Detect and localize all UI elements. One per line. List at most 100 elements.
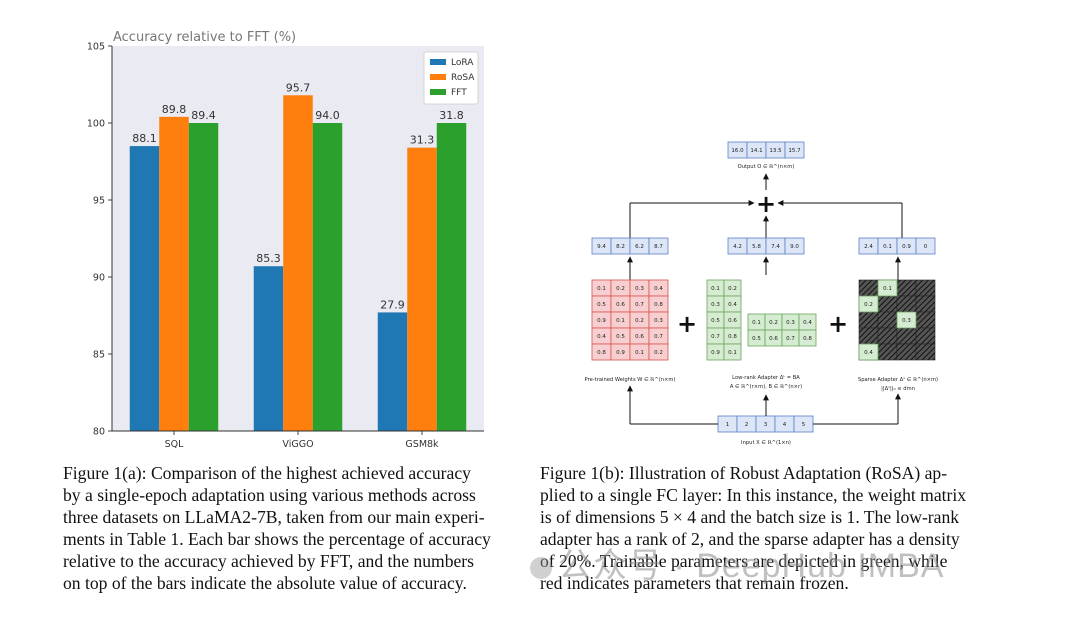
lowrank-b-cell <box>798 329 817 347</box>
x-tick-label: SQL <box>165 439 185 448</box>
bar-value-label: 89.8 <box>162 103 187 116</box>
lowrank-result-value: 9.0 <box>790 244 799 250</box>
sparse-zero-cell <box>915 327 936 345</box>
sparse-result-value: 0.9 <box>902 244 911 250</box>
sparse-zero-cell <box>858 327 879 345</box>
pretrained-result-value: 8.7 <box>654 244 663 250</box>
lowrank-a-value: 0.6 <box>728 318 737 324</box>
lowrank-result-value: 7.4 <box>771 244 780 250</box>
y-tick-label: 100 <box>87 119 105 130</box>
sparse-density-label: ||Δˢ||₀ ≤ dmn <box>881 386 915 392</box>
lowrank-b-value: 0.1 <box>752 320 761 326</box>
caption-line: on top of the bars indicate the absolute… <box>63 573 467 593</box>
input-value: 5 <box>802 422 806 428</box>
sparse-zero-cell <box>877 311 898 329</box>
pretrained-weight-value: 0.1 <box>597 286 606 292</box>
lowrank-a-value: 0.1 <box>728 350 737 356</box>
bar-value-label: 89.4 <box>191 109 216 122</box>
lowrank-a-value: 0.1 <box>711 286 720 292</box>
pretrained-weight-value: 0.3 <box>654 318 663 324</box>
pretrained-weight-value: 0.2 <box>616 286 625 292</box>
lowrank-b-value: 0.6 <box>769 336 778 342</box>
pretrained-weight-value: 0.9 <box>616 350 625 356</box>
caption-line: is of dimensions 5 × 4 and the batch siz… <box>540 507 960 527</box>
x-tick-label: GSM8k <box>405 439 439 448</box>
pretrained-weight-value: 0.8 <box>597 350 606 356</box>
sparse-zero-cell <box>915 343 936 361</box>
output-value: 16.0 <box>731 148 744 154</box>
lowrank-b-value: 0.5 <box>752 336 761 342</box>
pretrained-weight-value: 0.9 <box>597 318 606 324</box>
lowrank-b-value: 0.7 <box>786 336 795 342</box>
bar-rosa <box>407 147 437 431</box>
lowrank-result-value: 5.8 <box>752 244 761 250</box>
sparse-zero-cell <box>896 327 917 345</box>
accuracy-bar-chart: Accuracy relative to FFT (%) 80 85 90 95 100 1… <box>87 30 484 448</box>
plus-sign: + <box>828 310 848 338</box>
output-cell <box>784 141 805 159</box>
sparse-zero-cell <box>915 279 936 297</box>
pretrained-weight-value: 0.1 <box>635 350 644 356</box>
bar-fft <box>436 123 467 431</box>
sparse-value: 0.3 <box>902 318 911 324</box>
lowrank-result-cell <box>784 237 805 255</box>
bar-value-label: 94.0 <box>315 109 340 122</box>
sparse-zero-cell <box>877 343 898 361</box>
bar-value-label: 88.1 <box>132 132 157 145</box>
pretrained-result-cell <box>648 237 669 255</box>
sparse-label: Sparse Adapter Δˢ ∈ ℝ^(n×m) <box>858 377 938 383</box>
caption-line: Figure 1(b): Illustration of Robust Adap… <box>540 463 948 483</box>
pretrained-result-value: 6.2 <box>635 244 644 250</box>
output-label: Output O ∈ ℝ^(n×m) <box>738 164 795 170</box>
pretrained-weight-value: 0.7 <box>654 334 663 340</box>
bar-fft <box>188 123 219 431</box>
input-value: 3 <box>764 422 768 428</box>
bar-fft <box>312 123 343 431</box>
pretrained-weight-value: 0.7 <box>635 302 644 308</box>
sparse-zero-cell <box>877 295 898 313</box>
plus-sign: + <box>677 310 697 338</box>
legend-label: RoSA <box>451 73 475 83</box>
sparse-zero-cell <box>877 327 898 345</box>
y-tick-label: 90 <box>93 273 105 284</box>
pretrained-weight-value: 0.2 <box>654 350 663 356</box>
y-tick-label: 95 <box>93 196 105 207</box>
input-value: 2 <box>745 422 749 428</box>
output-value: 15.7 <box>788 148 801 154</box>
lowrank-a-value: 0.8 <box>728 334 737 340</box>
watermark: 公众号 · DeepHub IMBA <box>530 538 944 587</box>
lowrank-a-value: 0.3 <box>711 302 720 308</box>
y-tick-label: 85 <box>93 350 105 361</box>
pretrained-weight-value: 0.8 <box>654 302 663 308</box>
legend-swatch <box>430 89 446 95</box>
sparse-zero-cell <box>915 311 936 329</box>
pretrained-weight-value: 0.4 <box>597 334 606 340</box>
lowrank-a-value: 0.4 <box>728 302 737 308</box>
sparse-cell <box>877 279 898 297</box>
caption-line: ments in Table 1. Each bar shows the per… <box>63 529 491 549</box>
bar-value-label: 27.9 <box>380 298 405 311</box>
lowrank-b-value: 0.2 <box>769 320 778 326</box>
sparse-zero-cell <box>896 279 917 297</box>
pretrained-weight-value: 0.6 <box>635 334 644 340</box>
bar-value-label: 85.3 <box>256 252 281 265</box>
sparse-value: 0.1 <box>883 286 892 292</box>
sparse-result-cell <box>915 237 936 255</box>
bar-lora <box>129 146 160 431</box>
chart-title: Accuracy relative to FFT (%) <box>113 30 296 45</box>
legend-swatch <box>430 59 446 65</box>
caption-line: plied to a single FC layer: In this inst… <box>540 485 967 505</box>
lowrank-result-value: 4.2 <box>733 244 742 250</box>
legend-label: LoRA <box>451 58 474 68</box>
sparse-zero-cell <box>896 295 917 313</box>
wechat-logo-icon <box>530 557 552 580</box>
pretrained-label: Pre-trained Weights W ∈ ℝ^(n×m) <box>585 377 676 383</box>
bar-value-label: 31.8 <box>439 109 464 122</box>
lowrank-a-value: 0.9 <box>711 350 720 356</box>
sparse-zero-cell <box>896 343 917 361</box>
caption-line: Figure 1(a): Comparison of the highest a… <box>63 463 471 483</box>
legend-label: FFT <box>451 88 467 98</box>
lowrank-b-value: 0.4 <box>803 320 812 326</box>
pretrained-weight-value: 0.6 <box>616 302 625 308</box>
sparse-cell <box>858 295 879 313</box>
